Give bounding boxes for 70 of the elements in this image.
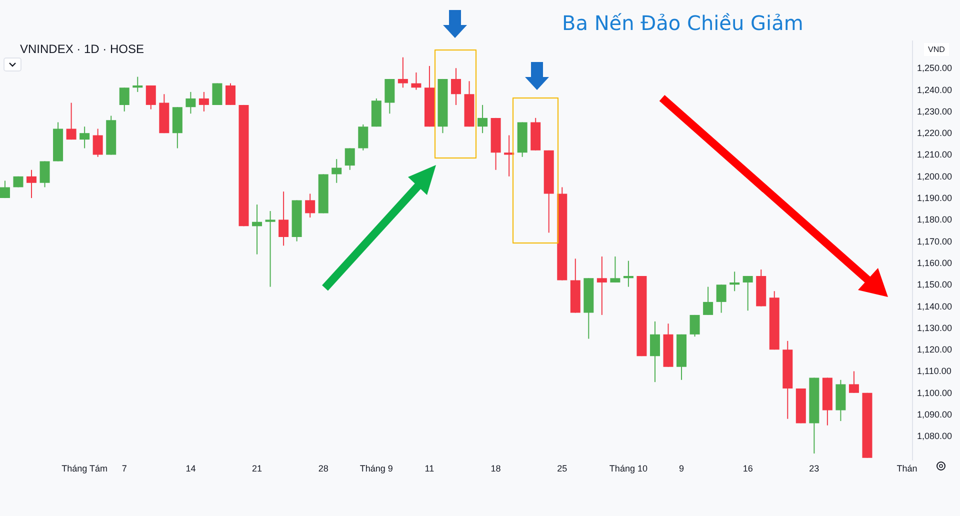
chart-title: Ba Nến Đảo Chiều Giảm — [562, 11, 804, 35]
candlestick — [703, 286, 714, 316]
candlestick — [26, 169, 37, 199]
x-tick-label: 16 — [742, 464, 753, 474]
candlestick — [623, 260, 634, 288]
y-tick-label: 1,120.00 — [917, 344, 952, 355]
x-tick-label: 21 — [252, 464, 262, 474]
y-tick-label: 1,160.00 — [917, 258, 952, 268]
chart-subtitle: VNINDEX · 1D · HOSE — [20, 42, 144, 56]
x-tick-label: 9 — [679, 464, 684, 474]
candlestick — [305, 193, 316, 218]
x-tick-label: Tháng Tám — [62, 464, 108, 474]
candlestick — [384, 78, 395, 114]
y-tick-label: 1,110.00 — [917, 366, 952, 376]
candlestick — [0, 180, 10, 199]
y-tick-label: 1,210.00 — [917, 150, 952, 160]
candlestick — [848, 370, 859, 394]
candlestick — [742, 275, 753, 312]
candlestick — [119, 87, 130, 112]
y-tick-label: 1,240.00 — [917, 84, 952, 95]
y-tick-label: 1,140.00 — [917, 301, 952, 312]
y-tick-label: 1,130.00 — [917, 322, 952, 333]
x-tick-label: 28 — [318, 464, 328, 474]
candlestick — [478, 104, 488, 134]
y-tick-label: 1,220.00 — [917, 128, 952, 138]
candlestick — [650, 320, 660, 383]
candlestick — [132, 76, 143, 92]
x-tick-label: 25 — [557, 464, 568, 474]
y-axis-title: VND — [924, 43, 949, 56]
candlestick — [358, 124, 368, 151]
candlestick — [92, 128, 103, 158]
y-tick-label: 1,230.00 — [917, 106, 952, 116]
y-tick-label: 1,150.00 — [917, 280, 952, 290]
candlestick — [225, 82, 236, 106]
y-tick-label: 1,090.00 — [917, 410, 952, 420]
candlestick — [146, 84, 156, 110]
x-tick-label: 23 — [809, 464, 820, 474]
candlestick — [252, 204, 262, 255]
candlestick — [332, 158, 342, 184]
candlestick — [66, 102, 76, 140]
y-tick-label: 1,170.00 — [917, 236, 952, 246]
candlestick — [344, 148, 355, 170]
x-tick-label: Tháng 10 — [609, 464, 648, 474]
y-tick-label: 1,100.00 — [917, 388, 952, 398]
y-tick-label: 1,190.00 — [917, 193, 952, 204]
candlestick — [198, 91, 209, 112]
candlestick — [730, 271, 740, 292]
y-tick-label: 1,200.00 — [917, 171, 952, 182]
candlestick — [212, 82, 222, 106]
candlestick — [690, 314, 700, 338]
candlestick — [610, 256, 620, 283]
candlestick — [411, 72, 422, 90]
x-tick-label: 11 — [424, 464, 434, 474]
x-tick-label: Thán — [896, 464, 918, 474]
candlestick — [398, 56, 408, 88]
x-tick-label: 7 — [122, 464, 127, 474]
candlestick — [80, 126, 90, 149]
candlestick — [186, 91, 196, 114]
candlestick — [596, 256, 607, 316]
x-tick-label: Tháng 9 — [360, 464, 393, 474]
candlestick — [451, 68, 461, 106]
y-tick-label: 1,250.00 — [917, 63, 952, 74]
candlestick — [265, 210, 276, 288]
y-tick-label: 1,080.00 — [917, 431, 952, 442]
x-tick-label: 14 — [186, 464, 196, 474]
y-tick-label: 1,180.00 — [917, 214, 952, 225]
candlestick — [716, 284, 726, 314]
x-tick-label: 18 — [490, 464, 501, 474]
candlestick — [40, 160, 50, 188]
candlestick — [278, 191, 289, 246]
